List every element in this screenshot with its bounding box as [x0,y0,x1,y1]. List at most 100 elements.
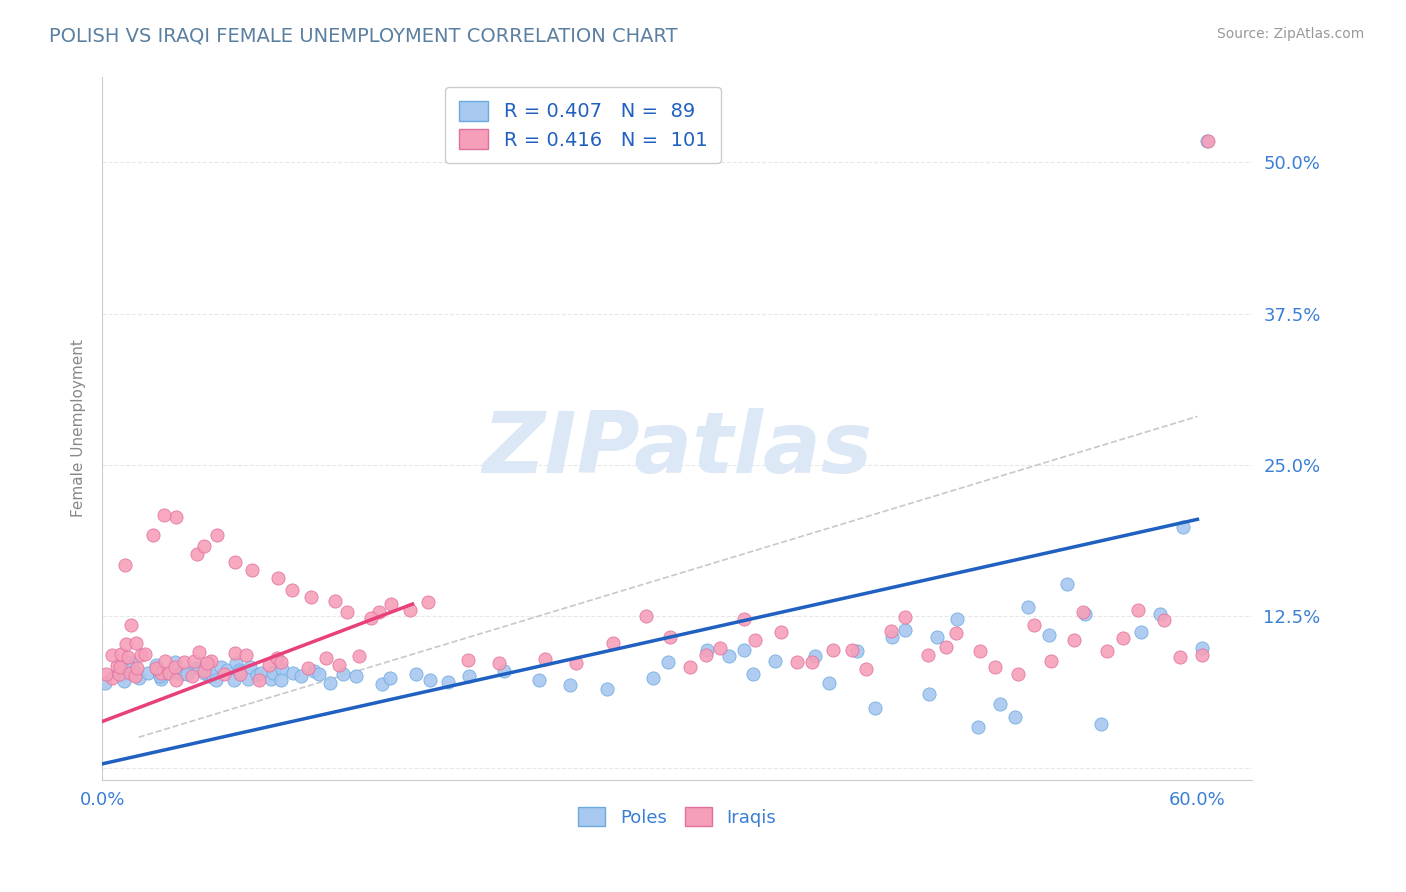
Point [127,661,149,675]
Point [319,675,342,690]
Point [1197,134,1219,148]
Point [457,653,479,667]
Point [114,558,136,572]
Point [1038,627,1060,641]
Point [149,668,172,682]
Point [283,665,305,680]
Point [235,648,257,662]
Y-axis label: Female Unemployment: Female Unemployment [72,340,86,517]
Point [165,673,187,687]
Point [641,671,664,685]
Point [170,667,193,681]
Point [786,656,808,670]
Point [1149,607,1171,621]
Point [1071,605,1094,619]
Point [290,669,312,683]
Point [1090,717,1112,731]
Text: Source: ZipAtlas.com: Source: ZipAtlas.com [1216,27,1364,41]
Point [270,655,292,669]
Point [821,643,844,657]
Point [1074,607,1097,621]
Point [399,603,422,617]
Point [988,698,1011,712]
Point [763,654,786,668]
Point [101,671,124,685]
Point [696,642,718,657]
Point [229,667,252,681]
Point [142,528,165,542]
Point [150,672,173,686]
Point [1191,641,1213,656]
Point [679,659,702,673]
Point [267,571,290,585]
Point [148,666,170,681]
Point [186,547,208,561]
Point [271,662,294,676]
Point [200,654,222,668]
Point [935,640,957,654]
Point [187,661,209,675]
Point [328,658,350,673]
Point [117,649,139,664]
Point [533,652,555,666]
Point [983,660,1005,674]
Point [1017,600,1039,615]
Point [1191,648,1213,663]
Point [239,660,262,674]
Point [966,720,988,734]
Point [695,648,717,663]
Point [136,666,159,681]
Point [124,669,146,683]
Point [120,660,142,674]
Point [262,666,284,681]
Point [163,656,186,670]
Point [204,673,226,687]
Point [209,660,232,674]
Point [945,626,967,640]
Point [1056,577,1078,591]
Point [416,594,439,608]
Point [94,676,117,690]
Point [105,659,128,673]
Point [565,656,588,670]
Point [257,658,280,673]
Point [222,673,245,687]
Point [596,681,619,696]
Point [494,664,516,678]
Point [193,540,215,554]
Point [894,623,917,637]
Point [246,667,269,681]
Point [193,666,215,681]
Point [183,654,205,668]
Point [855,662,877,676]
Point [336,605,359,619]
Point [124,665,146,679]
Point [800,655,823,669]
Point [323,593,346,607]
Point [1130,624,1153,639]
Point [228,663,250,677]
Point [841,643,863,657]
Point [266,651,288,665]
Point [946,612,969,626]
Point [1039,654,1062,668]
Point [184,660,207,674]
Point [187,645,209,659]
Point [378,671,401,685]
Point [634,609,657,624]
Point [346,669,368,683]
Point [419,673,441,688]
Point [893,610,915,624]
Point [120,618,142,632]
Point [367,605,389,619]
Point [1168,649,1191,664]
Point [121,661,143,675]
Point [360,611,382,625]
Point [215,664,238,678]
Point [1004,709,1026,723]
Point [181,669,204,683]
Point [602,635,624,649]
Point [1126,603,1149,617]
Point [718,649,741,664]
Point [733,612,755,626]
